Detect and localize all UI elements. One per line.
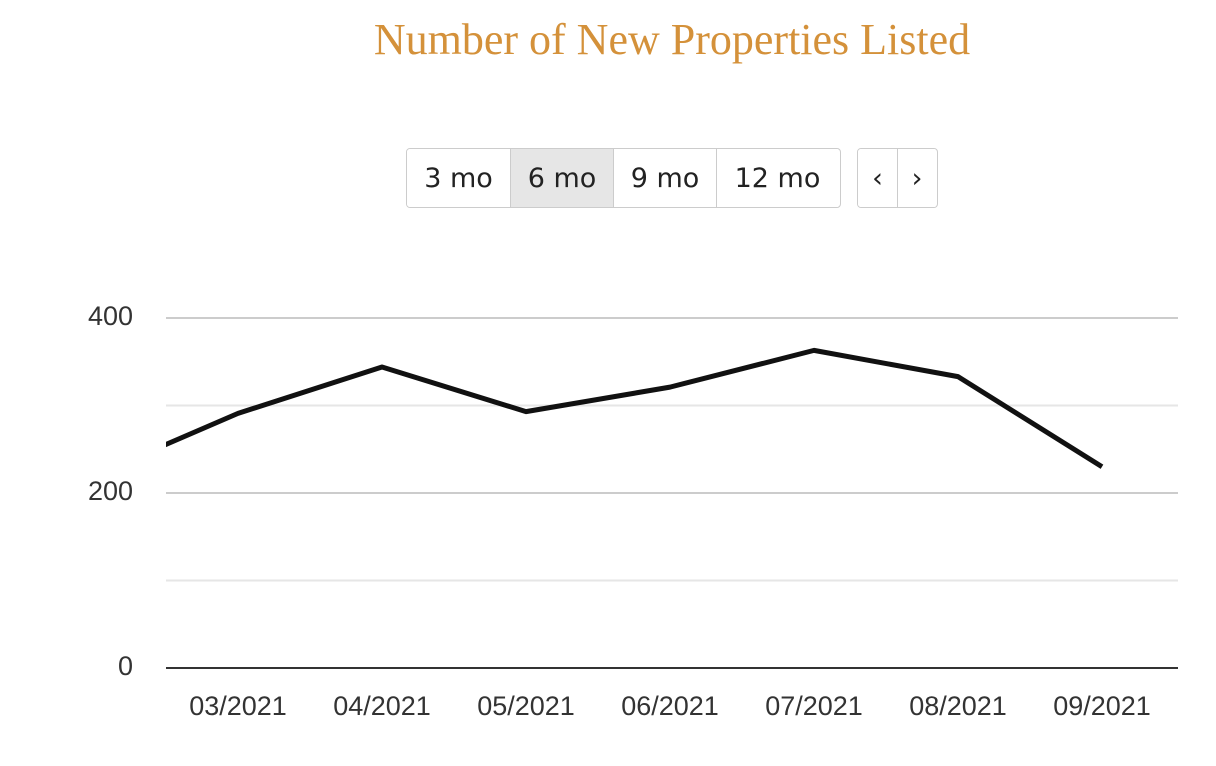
x-tick-label: 05/2021 bbox=[477, 691, 575, 721]
x-tick-label: 04/2021 bbox=[333, 691, 431, 721]
x-tick-label: 07/2021 bbox=[765, 691, 863, 721]
nav-button[interactable]: ‹ bbox=[858, 149, 897, 207]
range-button[interactable]: 6 mo bbox=[510, 149, 613, 207]
x-tick-label: 09/2021 bbox=[1053, 691, 1151, 721]
range-button[interactable]: 12 mo bbox=[716, 149, 838, 207]
line bbox=[166, 347, 1104, 469]
y-tick-label: 400 bbox=[88, 301, 133, 331]
x-tick-label: 06/2021 bbox=[621, 691, 719, 721]
x-tick-label: 03/2021 bbox=[189, 691, 287, 721]
chart-title: Number of New Properties Listed bbox=[373, 15, 971, 64]
range-selector: 3 mo 6 mo 9 mo 12 mo bbox=[406, 148, 841, 208]
y-tick-label: 0 bbox=[118, 651, 133, 681]
nav-button[interactable]: › bbox=[897, 149, 936, 207]
range-button[interactable]: 3 mo bbox=[407, 149, 510, 207]
range-button[interactable]: 9 mo bbox=[613, 149, 716, 207]
y-tick-label: 200 bbox=[88, 476, 133, 506]
nav-buttons: ‹ › bbox=[857, 148, 938, 208]
x-tick-label: 08/2021 bbox=[909, 691, 1007, 721]
